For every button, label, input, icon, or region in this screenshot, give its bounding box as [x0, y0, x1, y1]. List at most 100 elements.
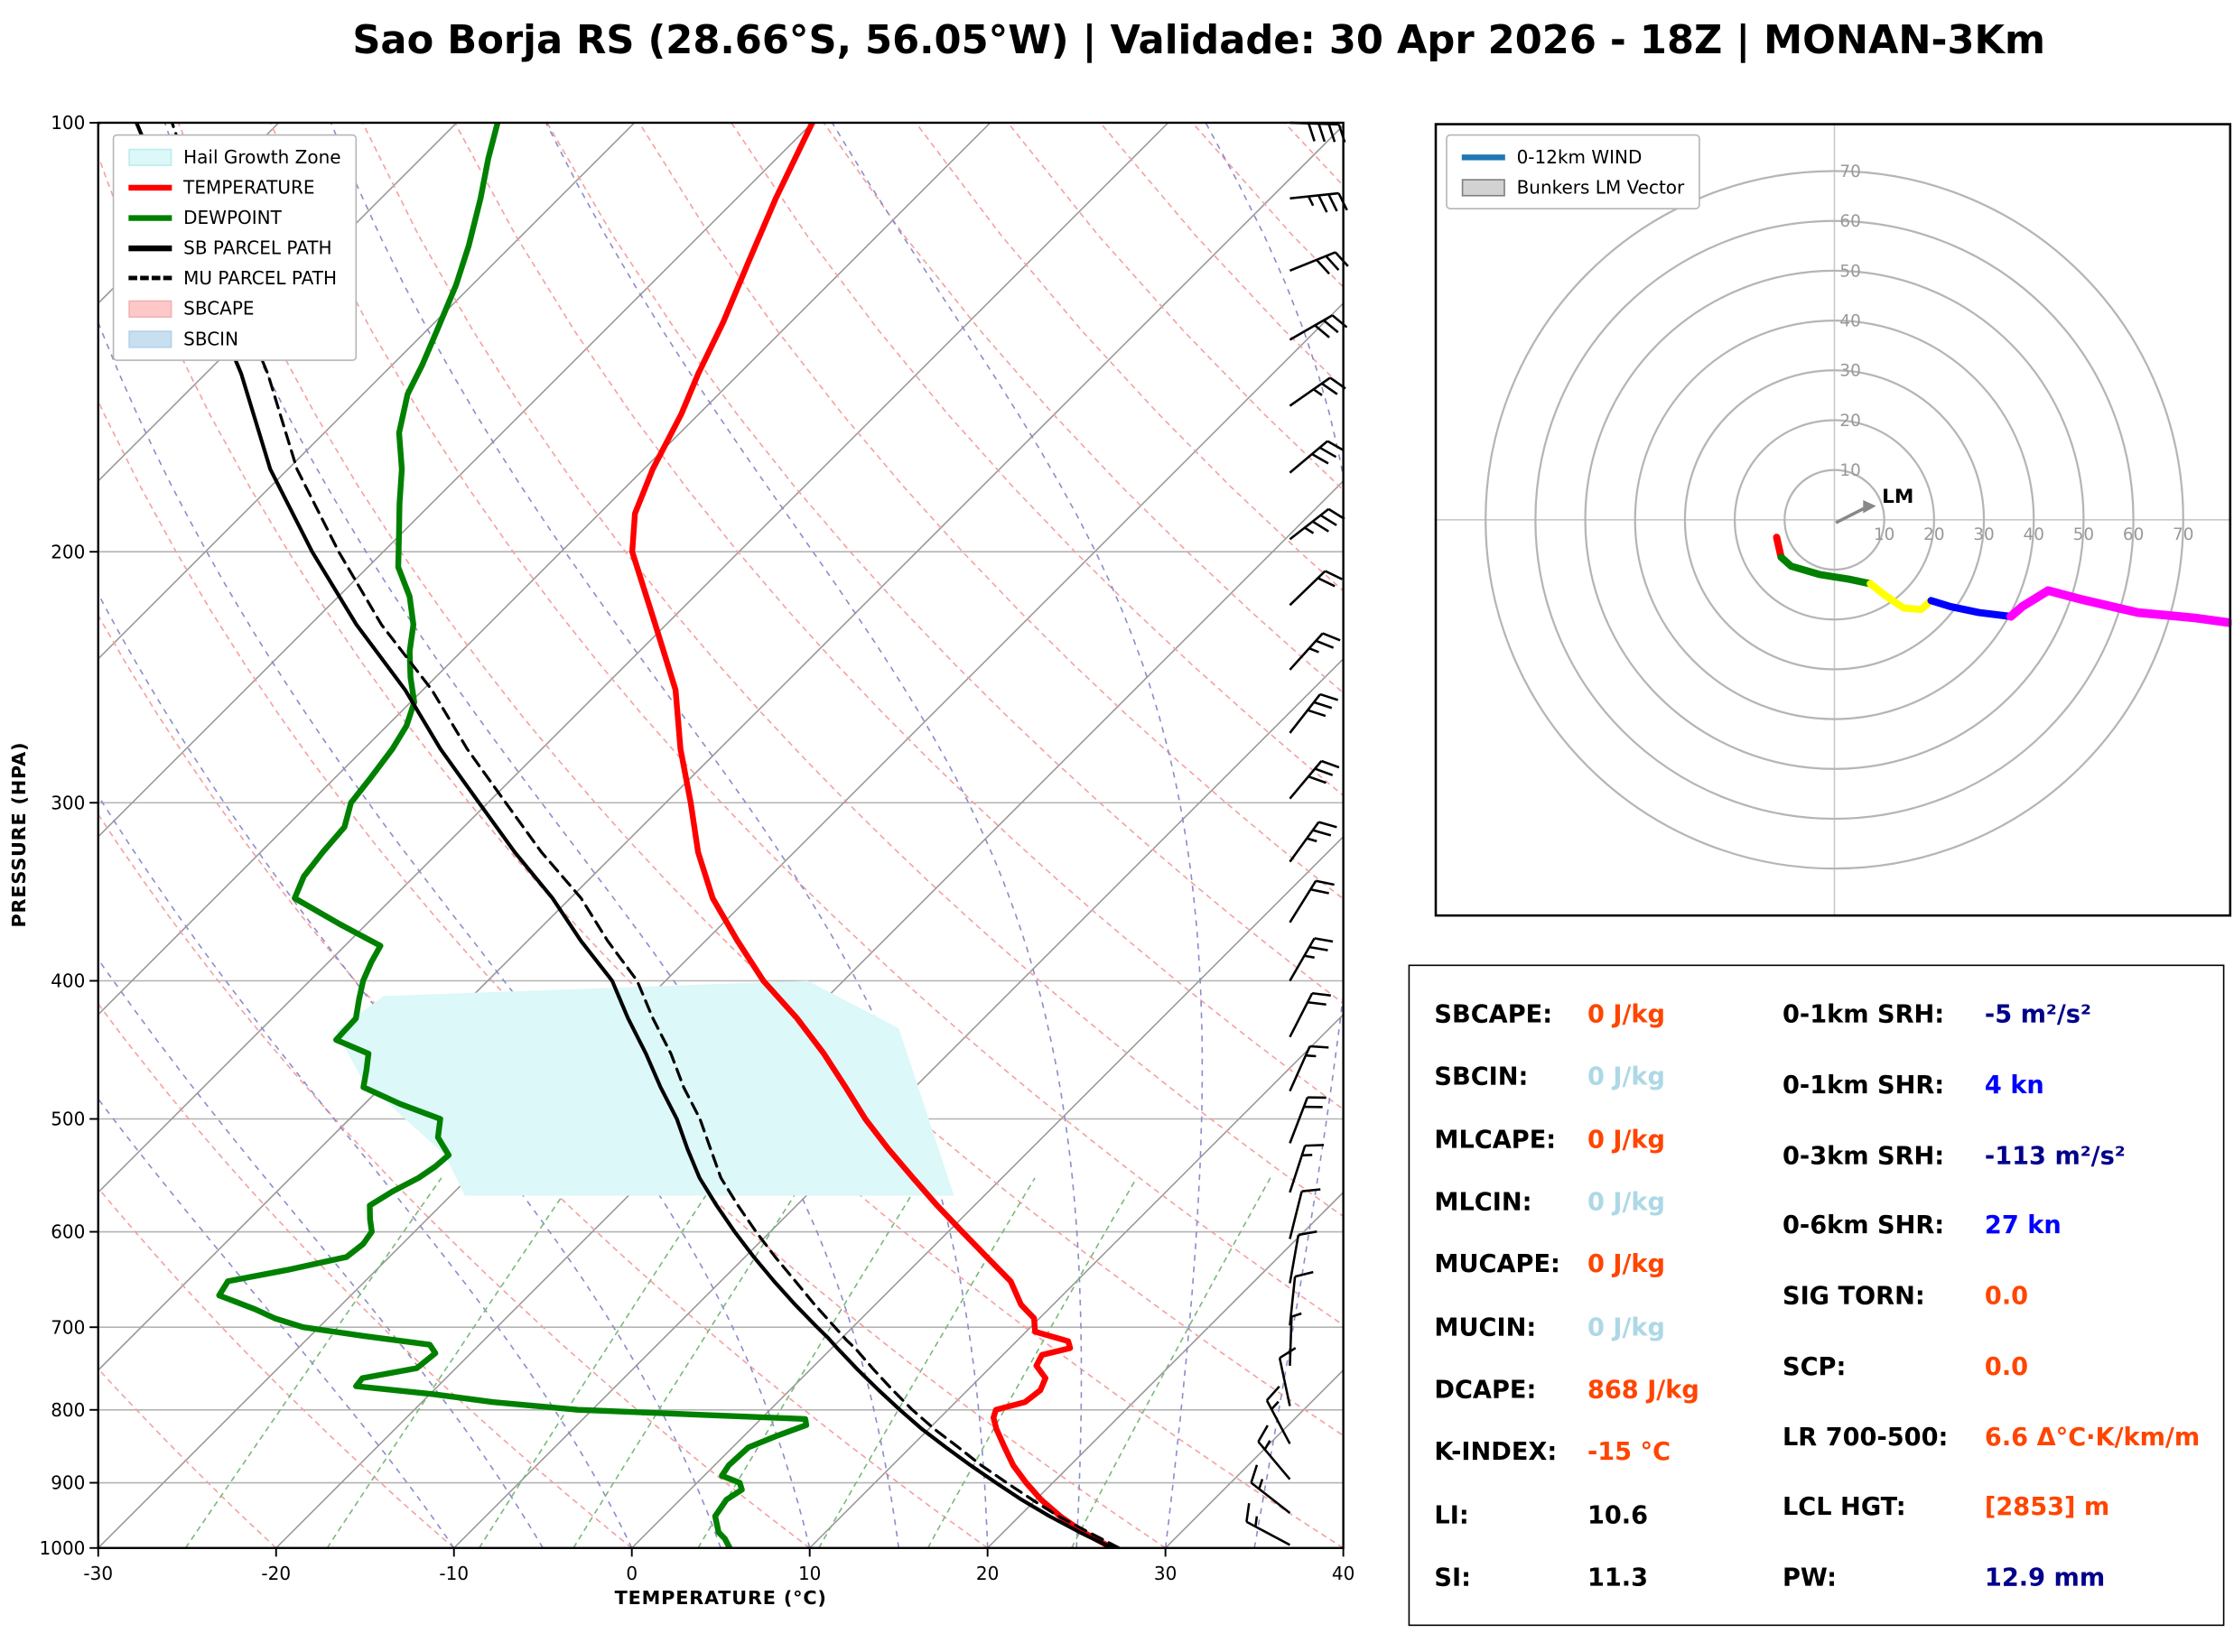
svg-text:40: 40	[2024, 525, 2044, 544]
svg-text:30: 30	[1973, 525, 1994, 544]
lm-label: LM	[1882, 486, 1913, 508]
wind-barb	[1278, 1347, 1297, 1406]
stat-value: 27 kn	[1984, 1211, 2062, 1241]
stat-value: 0 J/kg	[1587, 1313, 1665, 1343]
stat-label: MLCAPE:	[1434, 1126, 1557, 1155]
legend-item: SBCAPE	[128, 298, 340, 320]
0-12km-wind-swatch	[1461, 153, 1505, 160]
stat-label: SCP:	[1782, 1352, 1847, 1382]
svg-text:1000: 1000	[40, 1537, 86, 1559]
svg-text:40: 40	[1332, 1563, 1354, 1584]
trace-segment	[1927, 597, 2015, 620]
wind-barb	[1257, 1425, 1291, 1480]
hodo-wind-trace	[1773, 534, 2232, 627]
legend-label: SBCIN	[183, 328, 239, 350]
stat-label: MUCAPE:	[1434, 1250, 1560, 1280]
svg-text:800: 800	[51, 1399, 85, 1421]
wind-barb	[1289, 251, 1349, 275]
stat-value: 6.6 Δ°C·K/km/m	[1984, 1423, 2201, 1452]
stat-label: MLCIN:	[1434, 1188, 1532, 1218]
stat-value: 0 J/kg	[1587, 1000, 1665, 1030]
svg-text:700: 700	[51, 1316, 85, 1338]
svg-text:10: 10	[1874, 525, 1894, 544]
sbcape-swatch	[128, 299, 172, 318]
svg-text:-10: -10	[439, 1563, 469, 1584]
svg-text:70: 70	[2173, 525, 2193, 544]
stat-row-0-3km-srh: 0-3km SRH: -113 m²/s²	[1783, 1141, 2200, 1170]
svg-text:30: 30	[1839, 362, 1860, 381]
stat-row-pw: PW: 12.9 mm	[1783, 1564, 2200, 1592]
stat-row-dcape: DCAPE: 868 J/kg	[1434, 1376, 1747, 1405]
wind-barb	[1289, 821, 1337, 863]
svg-text:50: 50	[2073, 525, 2094, 544]
hail-growth-zone	[335, 980, 954, 1196]
wind-barb	[1289, 1096, 1326, 1144]
skewt-legend: Hail Growth Zone TEMPERATURE DEWPOINT SB PA…	[112, 134, 358, 361]
svg-text:500: 500	[51, 1109, 85, 1130]
wind-barb	[1289, 1144, 1325, 1193]
stat-label: SBCAPE:	[1434, 1000, 1553, 1030]
wind-barb	[1289, 314, 1348, 341]
stat-value: 12.9 mm	[1984, 1564, 2106, 1593]
wind-barb	[1289, 191, 1348, 213]
legend-item: MU PARCEL PATH	[128, 267, 340, 289]
legend-label: Hail Growth Zone	[183, 145, 341, 168]
wind-barb	[1289, 759, 1340, 800]
legend-item: Bunkers LM Vector	[1461, 176, 1684, 198]
trace-segment	[1777, 553, 1875, 588]
wind-barb	[1245, 1503, 1291, 1546]
stat-value: 0 J/kg	[1587, 1250, 1665, 1280]
stat-label: 0-1km SRH:	[1782, 1000, 1945, 1030]
wind-barb	[1289, 991, 1331, 1038]
skewt-frame	[97, 121, 1345, 1549]
stat-value: 0.0	[1984, 1352, 2029, 1382]
legend-item: TEMPERATURE	[128, 176, 340, 198]
sb-parcel-path-curve	[135, 122, 1114, 1548]
hodo-frame	[1434, 123, 2232, 917]
legend-item: SB PARCEL PATH	[128, 237, 340, 258]
hodograph-legend: 0-12km WIND Bunkers LM Vector	[1446, 134, 1700, 209]
wind-barbs	[1245, 121, 1349, 1546]
hodograph-chart: 10 10 20 20 30 30 40 40 50 50 60 60 70 70 LM	[1434, 122, 2232, 917]
stat-row-sbcape: SBCAPE: 0 J/kg	[1434, 1001, 1747, 1030]
stat-row-sbcin: SBCIN: 0 J/kg	[1434, 1063, 1747, 1092]
legend-label: SB PARCEL PATH	[183, 237, 332, 259]
stat-value: 0 J/kg	[1587, 1063, 1665, 1092]
svg-text:0: 0	[626, 1563, 638, 1584]
wind-barb	[1289, 1044, 1329, 1092]
wind-barb	[1289, 937, 1334, 982]
wind-barb	[1289, 1270, 1314, 1326]
stat-label: SIG TORN:	[1782, 1282, 1925, 1312]
mixing-ratio-lines	[184, 1177, 1271, 1548]
legend-item: 0-12km WIND	[1461, 146, 1684, 168]
svg-text:200: 200	[51, 541, 85, 562]
stat-label: DCAPE:	[1434, 1376, 1537, 1406]
stat-row-0-1km-shr: 0-1km SHR: 4 kn	[1783, 1072, 2200, 1100]
svg-text:50: 50	[1839, 262, 1860, 281]
svg-text:-30: -30	[83, 1563, 113, 1584]
stat-label: PW:	[1782, 1564, 1837, 1593]
stat-row-sig-torn: SIG TORN: 0.0	[1783, 1282, 2200, 1311]
stat-label: LCL HGT:	[1782, 1493, 1906, 1523]
stat-row-lcl-hgt: LCL HGT: [2853] m	[1783, 1493, 2200, 1522]
dewpoint-swatch	[128, 214, 172, 220]
stat-row-mlcape: MLCAPE: 0 J/kg	[1434, 1126, 1747, 1155]
svg-text:20: 20	[1923, 525, 1944, 544]
wind-barb	[1289, 632, 1341, 671]
stat-row-mucin: MUCIN: 0 J/kg	[1434, 1313, 1747, 1342]
stat-value: 4 kn	[1984, 1071, 2044, 1100]
stats-panel: SBCAPE: 0 J/kg SBCIN: 0 J/kg MLCAPE: 0 J/kg ML…	[1408, 964, 2225, 1627]
hodo-ring-labels: 10 10 20 20 30 30 40 40 50 50 60 60 70 70	[1839, 162, 2193, 544]
bunkers-lm-vector	[1835, 500, 1876, 524]
svg-text:300: 300	[51, 792, 85, 813]
legend-item: Hail Growth Zone	[128, 145, 341, 168]
svg-text:60: 60	[2123, 525, 2144, 544]
hodo-range-rings	[1485, 170, 2184, 870]
stat-label: MUCIN:	[1434, 1313, 1537, 1343]
wind-barb	[1250, 1464, 1291, 1514]
legend-label: TEMPERATURE	[183, 176, 315, 199]
bunkers-lm-vector-swatch	[1461, 178, 1505, 196]
stat-label: K-INDEX:	[1434, 1438, 1558, 1468]
stat-value: 11.3	[1587, 1564, 1649, 1593]
